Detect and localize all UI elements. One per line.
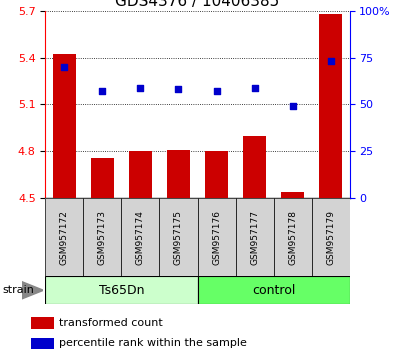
Bar: [167, 150, 190, 198]
Polygon shape: [22, 282, 43, 299]
Bar: [243, 136, 266, 198]
Text: Ts65Dn: Ts65Dn: [99, 284, 144, 297]
Text: GSM957177: GSM957177: [250, 210, 259, 265]
Point: [175, 87, 182, 92]
Bar: [235, 198, 274, 276]
Text: GSM957178: GSM957178: [288, 210, 297, 265]
Bar: [31, 317, 54, 329]
Bar: [31, 338, 54, 349]
Text: transformed count: transformed count: [59, 318, 163, 328]
Bar: [129, 152, 152, 198]
Text: GSM957175: GSM957175: [174, 210, 183, 265]
Text: GSM957174: GSM957174: [136, 210, 145, 265]
Text: GSM957172: GSM957172: [60, 210, 69, 265]
Point: [290, 103, 296, 109]
Point: [137, 85, 144, 90]
Text: GSM957173: GSM957173: [98, 210, 107, 265]
Bar: [198, 276, 350, 304]
Bar: [53, 55, 76, 198]
Text: control: control: [252, 284, 295, 297]
Text: percentile rank within the sample: percentile rank within the sample: [59, 338, 247, 348]
Point: [327, 58, 334, 64]
Title: GDS4376 / 10406385: GDS4376 / 10406385: [115, 0, 280, 10]
Point: [99, 88, 105, 94]
Point: [61, 64, 68, 70]
Bar: [281, 192, 304, 198]
Point: [251, 85, 258, 90]
Bar: [122, 198, 160, 276]
Text: strain: strain: [2, 285, 34, 295]
Text: GSM957176: GSM957176: [212, 210, 221, 265]
Bar: [83, 198, 122, 276]
Text: GSM957179: GSM957179: [326, 210, 335, 265]
Point: [213, 88, 220, 94]
Bar: [319, 14, 342, 198]
Bar: [205, 152, 228, 198]
Bar: [312, 198, 350, 276]
Bar: [91, 158, 114, 198]
Bar: [45, 198, 83, 276]
Bar: [273, 198, 312, 276]
Bar: [160, 198, 198, 276]
Bar: [45, 276, 198, 304]
Bar: [198, 198, 235, 276]
